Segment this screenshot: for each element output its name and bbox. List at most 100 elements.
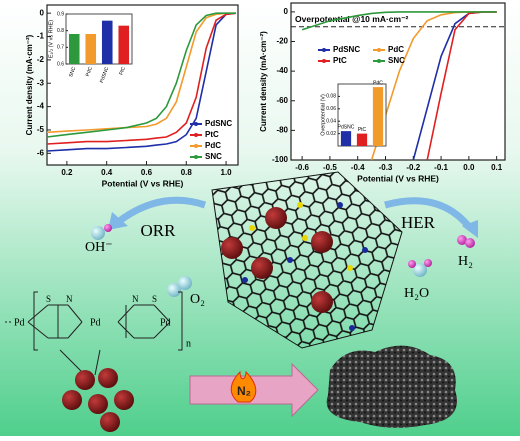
x-tick-label: 0.4 xyxy=(101,168,113,177)
y-tick-label: -40 xyxy=(276,66,288,75)
inset-category: PtC xyxy=(358,127,367,133)
x-tick-label: 0.2 xyxy=(61,168,73,177)
legend-label: PtC xyxy=(205,130,219,139)
n-label: N xyxy=(132,294,139,304)
inset-bar xyxy=(118,25,130,65)
series-line xyxy=(46,12,237,145)
y-tick-label: -100 xyxy=(272,155,289,164)
o2-label: O₂ xyxy=(190,292,205,307)
x-axis-label: Potential (V vs RHE) xyxy=(357,173,439,183)
x-tick-label: 0.0 xyxy=(463,163,475,172)
y-axis-label: Current density (mA·cm⁻²) xyxy=(259,31,268,132)
legend-marker xyxy=(194,155,198,159)
inset-tick-label: 0.02 xyxy=(326,131,336,137)
y-tick-label: 0 xyxy=(284,7,289,16)
x-tick-label: -0.1 xyxy=(434,163,448,172)
y-tick-label: -1 xyxy=(37,32,45,41)
x-tick-label: -0.3 xyxy=(379,163,393,172)
legend-marker xyxy=(194,133,198,137)
x-tick-label: -0.4 xyxy=(351,163,365,172)
s-label: S xyxy=(46,294,51,304)
inset-tick-label: 0.08 xyxy=(326,94,336,100)
legend-label: PdC xyxy=(205,141,221,150)
her-arrowhead xyxy=(462,220,478,238)
pd-label: Pd xyxy=(90,317,101,328)
series-line xyxy=(301,11,497,31)
her-arrow xyxy=(384,197,473,231)
inset-tick-label: 0.06 xyxy=(326,106,336,112)
inset-y-label: Overpotential (V) xyxy=(320,94,326,136)
inset-tick-label: 0.04 xyxy=(326,119,336,125)
plot-frame xyxy=(290,2,506,161)
h2-label: H₂ xyxy=(458,254,473,269)
x-tick-label: -0.6 xyxy=(295,163,309,172)
inset-tick-label: 0.9 xyxy=(57,11,64,17)
molecules xyxy=(91,224,475,297)
s-label: S xyxy=(152,294,157,304)
inset-tick-label: 0.7 xyxy=(57,45,64,51)
product-particles xyxy=(326,345,457,428)
flame xyxy=(230,370,257,403)
x-tick-label: -0.5 xyxy=(323,163,337,172)
inset-category: PtC xyxy=(118,66,127,76)
inset-category: PdC xyxy=(373,80,383,86)
inset-bar xyxy=(340,131,352,146)
inset-tick-label: 0.8 xyxy=(57,28,64,34)
legend-marker xyxy=(377,59,381,63)
charts: 0.2 0.4 0.6 0.8 1.0 0 -1 -2 -3 -4 -5 -6 Potential (V… xyxy=(25,2,506,188)
series-line xyxy=(46,12,236,138)
orr-arrowhead xyxy=(108,212,128,230)
pd-clusters xyxy=(221,207,333,313)
n-label: N xyxy=(66,294,73,304)
x-axis-label: Potential (V vs RHE) xyxy=(102,178,184,188)
legend-label: SNC xyxy=(205,152,222,161)
inset-bar xyxy=(101,20,113,65)
inset-bar xyxy=(356,133,368,146)
inset-bar xyxy=(85,34,97,64)
n2-label: N₂ xyxy=(237,384,251,398)
y-tick-label: -6 xyxy=(37,148,45,157)
y-tick-label: -2 xyxy=(37,55,45,64)
her-label: HER xyxy=(401,213,436,232)
inset-category: SNC xyxy=(68,66,77,78)
pd-nanoparticles xyxy=(62,368,134,432)
legend-marker xyxy=(322,59,326,63)
inset-y-label: E₁/₂ (V vs RHE) xyxy=(48,20,54,58)
legend-marker xyxy=(322,48,326,52)
series-line xyxy=(46,12,237,152)
orr-label: ORR xyxy=(141,221,177,240)
orr-arrow xyxy=(115,196,207,225)
y-tick-label: -3 xyxy=(37,78,45,87)
legend-label: PdC xyxy=(388,45,404,54)
y-tick-label: -60 xyxy=(276,96,288,105)
inset-category: PdSNC xyxy=(338,124,355,130)
inset-bar xyxy=(372,87,384,146)
dopant-atoms xyxy=(242,202,368,331)
x-tick-label: 1.0 xyxy=(221,168,233,177)
inset-tick-label: 0.6 xyxy=(57,61,64,67)
legend-marker xyxy=(194,144,198,148)
inset-category: PdSNC xyxy=(99,66,110,84)
y-tick-label: -80 xyxy=(276,125,288,134)
y-tick-label: 0 xyxy=(40,8,45,17)
y-tick-label: -5 xyxy=(37,125,45,134)
h2o-label: H₂O xyxy=(404,286,429,301)
y-tick-label: -20 xyxy=(276,37,288,46)
legend-marker xyxy=(194,122,198,126)
oh-label: OH⁻ xyxy=(85,240,113,255)
inset-bar xyxy=(68,34,80,64)
x-tick-label: 0.1 xyxy=(491,163,503,172)
x-tick-label: 0.6 xyxy=(141,168,153,177)
annotation: Overpotential @10 mA·cm⁻² xyxy=(295,14,409,24)
legend-label: PdSNC xyxy=(205,119,232,128)
series-line xyxy=(46,12,236,134)
y-tick-label: -4 xyxy=(37,102,45,111)
legend-label: PtC xyxy=(333,56,347,65)
repeat-label: n xyxy=(186,338,191,349)
graphene-sheet xyxy=(211,171,403,349)
x-tick-label: 0.8 xyxy=(181,168,193,177)
pd-label: Pd xyxy=(160,317,171,328)
pd-label: Pd xyxy=(14,317,25,328)
x-tick-label: -0.2 xyxy=(406,163,420,172)
